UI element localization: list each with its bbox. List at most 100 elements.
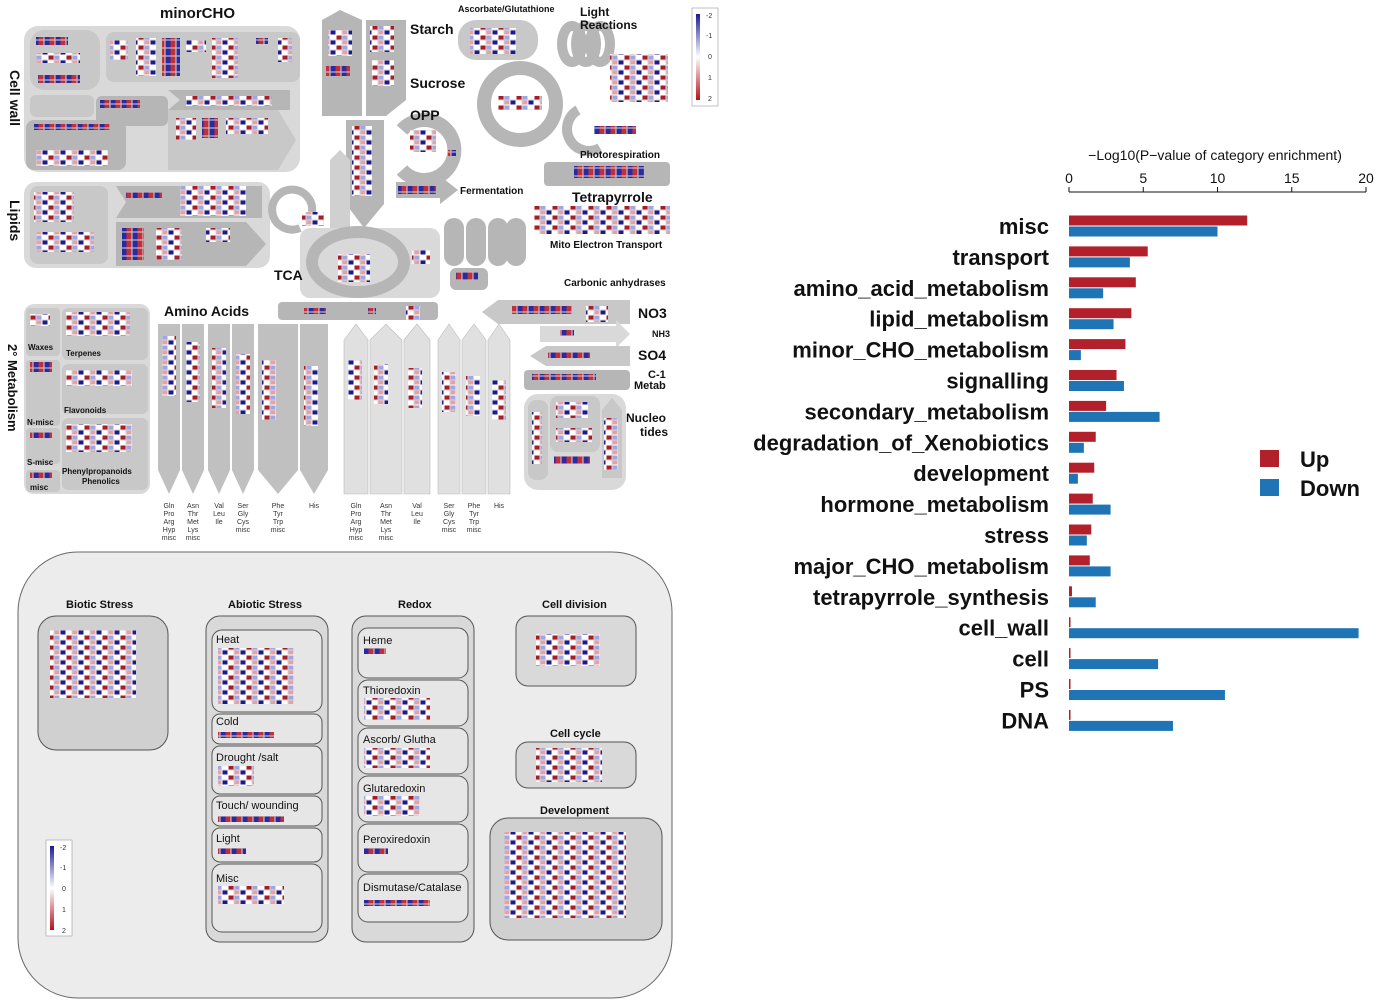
redox-item-label: Glutaredoxin: [363, 783, 425, 795]
category-label: DNA: [1001, 708, 1049, 733]
amino-acid-label: Gln: [351, 503, 362, 510]
bar-down: [1069, 288, 1104, 299]
cell-wall-label: Cell wall: [7, 70, 23, 126]
biotic-stress-label: Biotic Stress: [66, 599, 133, 611]
amino-acid-label: Lys: [188, 527, 199, 534]
amino-acid-label: misc: [467, 527, 482, 534]
c1-label-2: Metab: [634, 380, 666, 392]
category-label: misc: [999, 214, 1049, 239]
c1-label-1: C-1: [648, 369, 666, 381]
category-label: stress: [984, 523, 1049, 548]
light-reactions-label-2: Reactions: [580, 18, 638, 32]
amino-acid-label: Arg: [351, 519, 362, 526]
amino-acid-label: His: [309, 503, 320, 510]
nh3-label: NH3: [652, 329, 670, 339]
bar-up: [1069, 493, 1093, 504]
amino-acid-label: Trp: [273, 519, 283, 526]
amino-acid-label: misc: [236, 527, 251, 534]
lipids-label: Lipids: [7, 200, 23, 241]
amino-acid-label: Val: [412, 503, 422, 510]
amino-acid-label: misc: [186, 535, 201, 542]
abiotic-stress-label: Abiotic Stress: [228, 599, 302, 611]
cell-cycle-label: Cell cycle: [550, 728, 601, 740]
bar-up: [1069, 308, 1132, 319]
secondary-metabolism-label: 2° Metabolism: [5, 344, 20, 432]
x-tick-label: 0: [1065, 170, 1073, 186]
legend-tick: -1: [60, 865, 66, 872]
bar-up: [1069, 370, 1117, 380]
amino-acids-label: Amino Acids: [164, 303, 249, 319]
tca-label: TCA: [274, 267, 303, 283]
legend-tick: 1: [62, 907, 66, 914]
amino-acid-label: Leu: [411, 511, 423, 518]
amino-acid-label: misc: [271, 527, 286, 534]
legend-swatch: [1260, 450, 1279, 467]
bar-up: [1069, 709, 1071, 720]
amino-acid-label: Pro: [351, 511, 362, 518]
redox-item-label: Thioredoxin: [363, 685, 420, 697]
amino-acid-label: Ser: [238, 503, 250, 510]
category-label: development: [913, 461, 1049, 486]
amino-acid-label: Thr: [381, 511, 392, 518]
amino-acid-label: misc: [162, 535, 177, 542]
legend-tick: -1: [706, 33, 712, 40]
amino-acid-label: Val: [214, 503, 224, 510]
amino-acid-label: Tyr: [469, 511, 479, 518]
flavonoids-label: Flavonoids: [64, 406, 107, 415]
legend-tick: 2: [708, 96, 712, 103]
abiotic-item-label: Touch/ wounding: [216, 800, 299, 812]
amino-acid-label: Ile: [215, 519, 223, 526]
redox-label: Redox: [398, 599, 433, 611]
category-label: hormone_metabolism: [820, 492, 1049, 517]
legend-tick: 0: [62, 886, 66, 893]
bar-up: [1069, 462, 1095, 473]
legend-tick: 2: [62, 928, 66, 935]
amino-acid-label: Cys: [237, 519, 250, 526]
abiotic-item-label: Drought /salt: [216, 752, 278, 764]
category-label: signalling: [946, 369, 1049, 394]
nucleotides-label-1: Nucleo: [626, 411, 666, 425]
abiotic-item-label: Cold: [216, 716, 239, 728]
bar-down: [1069, 473, 1078, 484]
enrichment-bar-chart: −Log10(P−value of category enrichment) 0…: [753, 147, 1374, 733]
amino-acid-label: misc: [349, 535, 364, 542]
redox-item-label: Ascorb/ Glutha: [363, 734, 437, 746]
light-reactions-label-1: Light: [580, 5, 609, 19]
x-tick-label: 5: [1139, 170, 1147, 186]
starch-module: [322, 10, 362, 116]
category-label: cell: [1012, 647, 1049, 672]
legend-swatch: [1260, 479, 1279, 496]
category-label: tetrapyrrole_synthesis: [813, 585, 1049, 610]
amino-acid-label: misc: [379, 535, 394, 542]
s-misc-label: S-misc: [27, 458, 54, 467]
bar-up: [1069, 648, 1071, 659]
opp-label: OPP: [410, 107, 440, 123]
bar-down: [1069, 257, 1130, 268]
no3-label: NO3: [638, 305, 667, 321]
amino-acid-label: Hyp: [350, 527, 363, 534]
bar-up: [1069, 617, 1071, 628]
legend-tick: -2: [60, 845, 66, 852]
x-axis-title: −Log10(P−value of category enrichment): [1088, 147, 1342, 163]
x-tick-label: 15: [1284, 170, 1300, 186]
category-label: major_CHO_metabolism: [793, 554, 1049, 579]
category-label: cell_wall: [958, 616, 1049, 641]
amino-acid-label: Gln: [164, 503, 175, 510]
abiotic-item-label: Misc: [216, 873, 239, 885]
bar-down: [1069, 690, 1225, 700]
bar-up: [1069, 679, 1071, 689]
bar-up: [1069, 215, 1248, 226]
bar-up: [1069, 339, 1126, 350]
waxes-label: Waxes: [28, 343, 54, 352]
minor-cho-label: minorCHO: [160, 5, 235, 22]
legend-label: Down: [1300, 476, 1360, 501]
bar-down: [1069, 720, 1173, 731]
n-misc-label: N-misc: [27, 418, 54, 427]
category-label: amino_acid_metabolism: [793, 276, 1049, 301]
amino-acid-label: Thr: [188, 511, 199, 518]
so4-label: SO4: [638, 347, 666, 363]
amino-acid-label: Met: [380, 519, 392, 526]
category-label: PS: [1020, 678, 1049, 703]
bar-down: [1069, 659, 1159, 670]
